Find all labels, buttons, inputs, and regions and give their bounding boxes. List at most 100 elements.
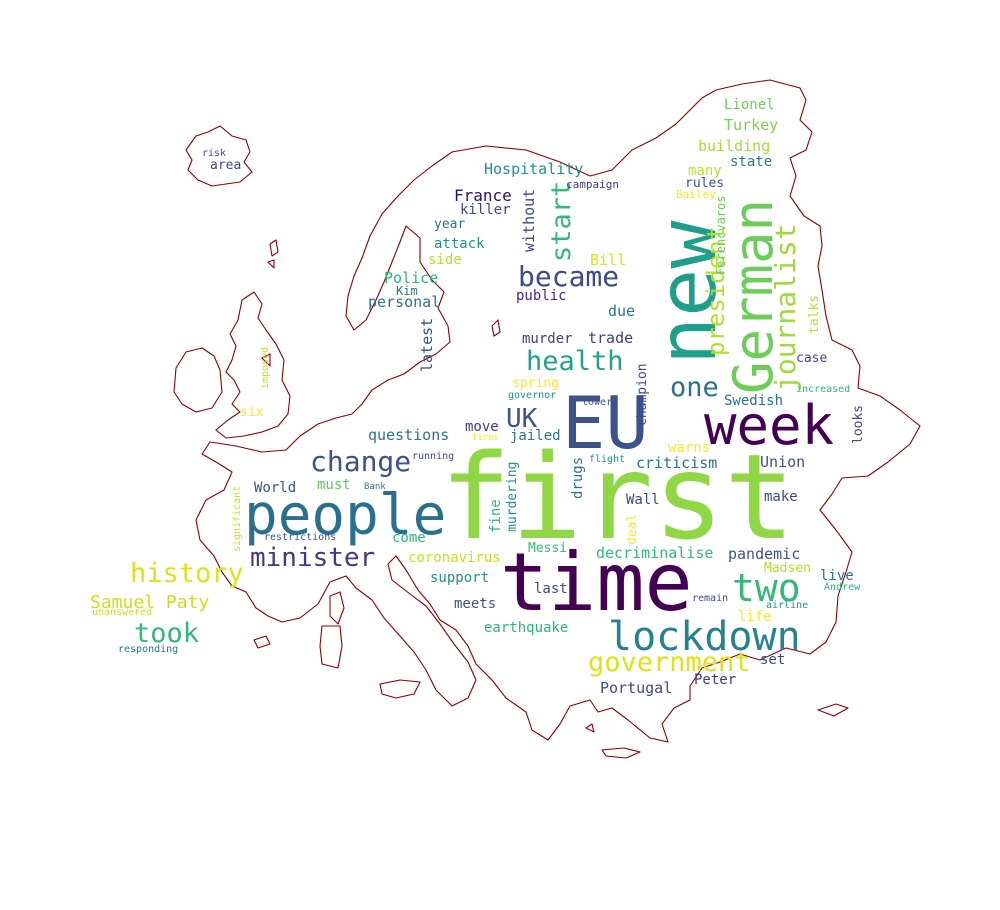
- word: six: [240, 405, 264, 420]
- word: lockdown: [608, 614, 801, 660]
- word: Union: [760, 453, 805, 471]
- word: without: [520, 189, 538, 252]
- sardinia-outline: [319, 625, 343, 669]
- word: Madsen: [764, 561, 811, 576]
- word: unanswered: [92, 607, 152, 618]
- word: took: [134, 618, 199, 649]
- word: Turkey: [724, 116, 778, 134]
- word: journalist: [769, 223, 802, 392]
- crete-outline: [601, 747, 641, 759]
- word: make: [764, 489, 798, 505]
- word: set: [760, 652, 785, 668]
- gotland-outline: [491, 319, 501, 337]
- word: Peter: [694, 672, 736, 688]
- cyprus-outline: [817, 703, 849, 717]
- word: looks: [851, 405, 866, 444]
- word: campaign: [566, 178, 619, 191]
- word: criticism: [636, 454, 717, 472]
- word: Lionel: [724, 97, 775, 113]
- word: new: [641, 220, 734, 365]
- word: side: [428, 252, 462, 268]
- faroe-outline: [269, 239, 279, 257]
- sicily-outline: [379, 679, 421, 699]
- word: move: [465, 419, 499, 435]
- word: state: [730, 154, 772, 170]
- word: murdering: [505, 462, 520, 532]
- word: warns: [668, 440, 710, 456]
- word: fine: [488, 499, 504, 533]
- word: health: [526, 346, 624, 377]
- word: first: [440, 428, 795, 566]
- word: decriminalise: [596, 544, 713, 562]
- mainland-europe-outline: [195, 79, 921, 743]
- word: case: [796, 351, 827, 366]
- word: lower: [582, 397, 612, 408]
- word: trade: [588, 329, 633, 347]
- word: increased: [796, 384, 850, 395]
- word: Portugal: [600, 679, 672, 697]
- word: due: [608, 302, 635, 320]
- word: flight: [589, 454, 625, 465]
- word: EU: [562, 381, 649, 465]
- small-island-outline: [267, 259, 275, 269]
- word: running: [412, 451, 454, 462]
- word: spring: [512, 376, 559, 391]
- word: Bailey: [676, 188, 716, 201]
- word: imposed: [260, 347, 271, 389]
- svalbard-hint-outline: [261, 353, 271, 367]
- word: time: [500, 536, 693, 629]
- word: rules: [685, 176, 724, 191]
- word: people: [244, 483, 446, 548]
- word: murder: [522, 331, 573, 347]
- word: Ferencvaros: [714, 196, 728, 275]
- word: area: [210, 158, 241, 173]
- word: France: [454, 186, 512, 205]
- iceland-outline: [185, 125, 253, 187]
- word: start: [546, 181, 577, 262]
- word: latest: [418, 318, 436, 372]
- word: Police: [384, 269, 438, 287]
- great-britain-outline: [215, 291, 291, 439]
- word: airline: [766, 600, 808, 611]
- word: pandemic: [728, 545, 800, 563]
- word: Messi: [528, 541, 567, 556]
- word: jailed: [510, 428, 561, 444]
- word: responding: [118, 644, 178, 655]
- word: president: [702, 226, 730, 356]
- word: one: [670, 372, 719, 403]
- corsica-outline: [329, 591, 345, 625]
- word: earthquake: [484, 620, 568, 636]
- word: week: [704, 394, 834, 457]
- word: history: [130, 558, 244, 589]
- word: significant: [232, 486, 243, 552]
- word: became: [518, 260, 619, 293]
- word: remain: [692, 593, 728, 604]
- word: governor: [508, 390, 556, 401]
- word: risk: [202, 148, 226, 159]
- word: killer: [460, 202, 511, 218]
- word: Bank: [364, 482, 386, 492]
- word: German: [722, 199, 785, 394]
- word: public: [516, 288, 567, 304]
- word: change: [310, 445, 411, 478]
- word: Hospitality: [484, 160, 583, 178]
- word: many: [688, 163, 722, 179]
- ireland-outline: [173, 347, 223, 413]
- word: meets: [454, 596, 496, 612]
- word: World: [254, 480, 296, 496]
- word: life: [738, 609, 772, 625]
- word: Andrew: [824, 582, 861, 593]
- word: drugs: [570, 457, 586, 499]
- word: come: [392, 530, 426, 546]
- word: Bill: [590, 251, 626, 269]
- aegean-island-outline: [585, 723, 595, 733]
- word: government: [588, 647, 751, 678]
- word: live: [820, 568, 854, 584]
- word: champion: [635, 363, 650, 426]
- word: firms: [472, 433, 499, 443]
- word: deal: [625, 514, 640, 545]
- word: Wall: [626, 492, 660, 508]
